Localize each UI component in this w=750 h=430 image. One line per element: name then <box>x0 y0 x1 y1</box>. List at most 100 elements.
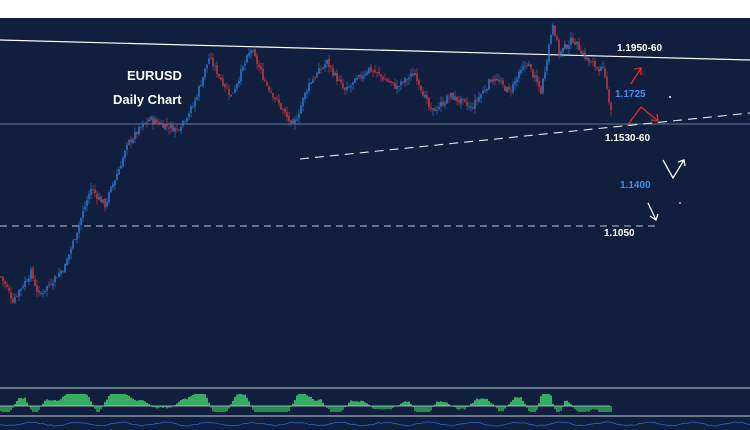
oscillator-bar <box>114 394 116 406</box>
oscillator-bar <box>220 406 222 412</box>
candle-body <box>176 128 178 130</box>
candle-body <box>250 50 252 54</box>
candle-body <box>114 180 116 186</box>
oscillator-bar <box>416 406 418 412</box>
candle-body <box>44 290 46 292</box>
oscillator-bar <box>428 406 430 412</box>
candle-body <box>358 74 360 78</box>
candle-body <box>234 88 236 93</box>
candle-body <box>374 70 376 73</box>
candle-body <box>550 35 552 44</box>
oscillator-bar <box>142 400 144 406</box>
candle-body <box>500 80 502 82</box>
oscillator-bar <box>376 406 378 409</box>
candle-body <box>458 100 460 103</box>
oscillator-bar <box>570 404 572 406</box>
oscillator-bar <box>228 406 230 409</box>
oscillator-bar <box>610 406 612 412</box>
oscillator-bar <box>190 396 192 406</box>
candle-body <box>272 93 274 98</box>
chart-subtitle: Daily Chart <box>113 92 182 107</box>
candle-body <box>502 80 504 85</box>
candle-body <box>488 79 490 90</box>
candle-body <box>354 78 356 83</box>
candle-body <box>362 75 364 79</box>
oscillator-bar <box>408 401 410 406</box>
candle-body <box>196 97 198 100</box>
candle-body <box>104 198 106 208</box>
oscillator-bar <box>578 406 580 412</box>
candle-body <box>446 96 448 104</box>
candle-body <box>582 52 584 55</box>
oscillator-bar <box>18 398 20 406</box>
candle-body <box>178 129 180 131</box>
oscillator-bar <box>354 401 356 406</box>
oscillator-bar <box>472 402 474 406</box>
oscillator-bar <box>94 406 96 409</box>
candle-body <box>356 77 358 80</box>
oscillator-bar <box>238 394 240 406</box>
candle-body <box>38 290 40 293</box>
oscillator-bar <box>254 406 256 412</box>
level-label-1725: 1.1725 <box>615 89 646 100</box>
candle-body <box>388 80 390 83</box>
chart-title: EURUSD <box>127 68 182 83</box>
oscillator-bar <box>568 402 570 406</box>
candle-body <box>46 285 48 291</box>
candle-body <box>170 124 172 129</box>
candle-body <box>532 69 534 78</box>
candle-body <box>402 82 404 83</box>
candle-body <box>406 79 408 81</box>
candle-body <box>248 52 250 56</box>
oscillator-bar <box>478 399 480 406</box>
candle-body <box>606 76 608 89</box>
oscillator-bar <box>284 406 286 412</box>
oscillator-bar <box>12 406 14 408</box>
oscillator-bar <box>26 402 28 406</box>
oscillator-bar <box>556 406 558 412</box>
candle-body <box>504 85 506 92</box>
candle-body <box>414 72 416 76</box>
candle-body <box>18 290 20 297</box>
oscillator-bar <box>314 400 316 406</box>
candle-body <box>540 86 542 94</box>
oscillator-bar <box>80 394 82 406</box>
candle-body <box>538 80 540 88</box>
candle-body <box>470 106 472 108</box>
candle-body <box>342 83 344 88</box>
candle-body <box>338 79 340 81</box>
oscillator-bar <box>588 406 590 412</box>
candle-body <box>246 55 248 63</box>
oscillator-bar <box>350 400 352 406</box>
candle-body <box>330 65 332 68</box>
candle-body <box>50 283 52 285</box>
candle-body <box>200 85 202 87</box>
candle-body <box>268 86 270 91</box>
oscillator-bar <box>308 396 310 406</box>
candle-body <box>400 81 402 86</box>
oscillator-bar <box>358 401 360 406</box>
oscillator-bar <box>462 406 464 409</box>
candle-body <box>592 61 594 63</box>
oscillator-bar <box>16 400 18 406</box>
candle-body <box>366 72 368 75</box>
candle-body <box>190 106 192 114</box>
candle-body <box>390 81 392 83</box>
oscillator-bar <box>592 406 594 410</box>
oscillator-bar <box>418 406 420 412</box>
candle-body <box>204 68 206 78</box>
oscillator-bar <box>296 395 298 406</box>
oscillator-bar <box>382 406 384 410</box>
candle-body <box>56 277 58 279</box>
oscillator-bar <box>44 400 46 406</box>
candle-body <box>432 108 434 111</box>
candle-body <box>94 189 96 194</box>
candle-body <box>164 124 166 129</box>
oscillator-bar <box>288 406 290 411</box>
oscillator-bar <box>70 394 72 406</box>
oscillator-bar <box>180 399 182 406</box>
candle-body <box>14 297 16 303</box>
oscillator-bar <box>438 401 440 406</box>
oscillator-bar <box>448 404 450 406</box>
oscillator-bar <box>140 400 142 406</box>
